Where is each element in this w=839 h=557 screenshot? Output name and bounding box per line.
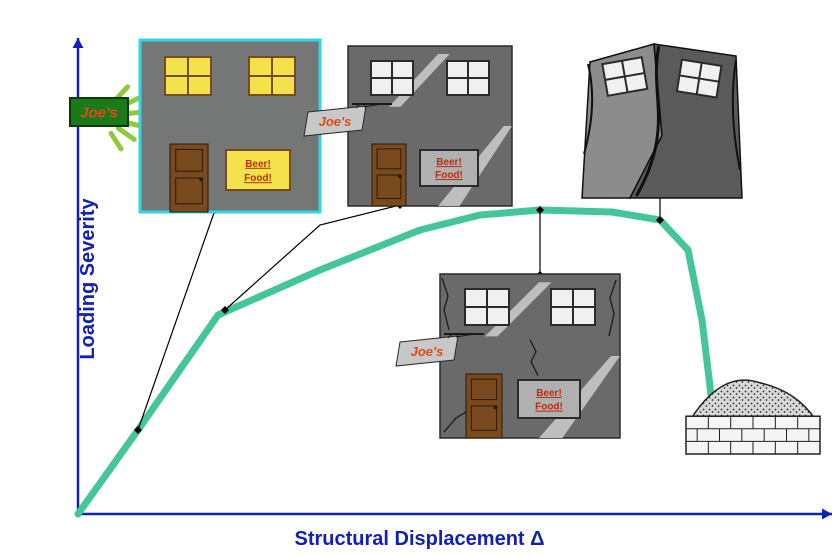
building-slight: Beer! Food! Joe's	[304, 46, 512, 206]
svg-text:Food!: Food!	[435, 170, 463, 181]
plot-svg: Beer! Food! Joe's Beer! Food! Joe's Beer! Foo…	[0, 0, 839, 557]
y-axis-label: Loading Severity	[77, 198, 100, 359]
svg-text:Food!: Food!	[535, 402, 563, 413]
svg-text:Food!: Food!	[244, 173, 272, 184]
svg-text:Beer!: Beer!	[436, 157, 462, 168]
building-rubble	[686, 380, 820, 454]
svg-text:Joe's: Joe's	[319, 114, 352, 129]
building-severe	[582, 44, 742, 198]
building-moderate: Beer! Food! Joe's	[396, 274, 620, 438]
building-intact: Beer! Food! Joe's	[70, 40, 320, 212]
svg-text:Beer!: Beer!	[536, 388, 562, 399]
diagram-root: { "axes": { "x_label": "Structural Displ…	[0, 0, 839, 557]
x-axis-label: Structural Displacement Δ	[295, 528, 545, 551]
svg-text:Joe's: Joe's	[80, 104, 118, 121]
svg-text:Beer!: Beer!	[245, 159, 271, 170]
svg-text:Joe's: Joe's	[411, 344, 444, 359]
